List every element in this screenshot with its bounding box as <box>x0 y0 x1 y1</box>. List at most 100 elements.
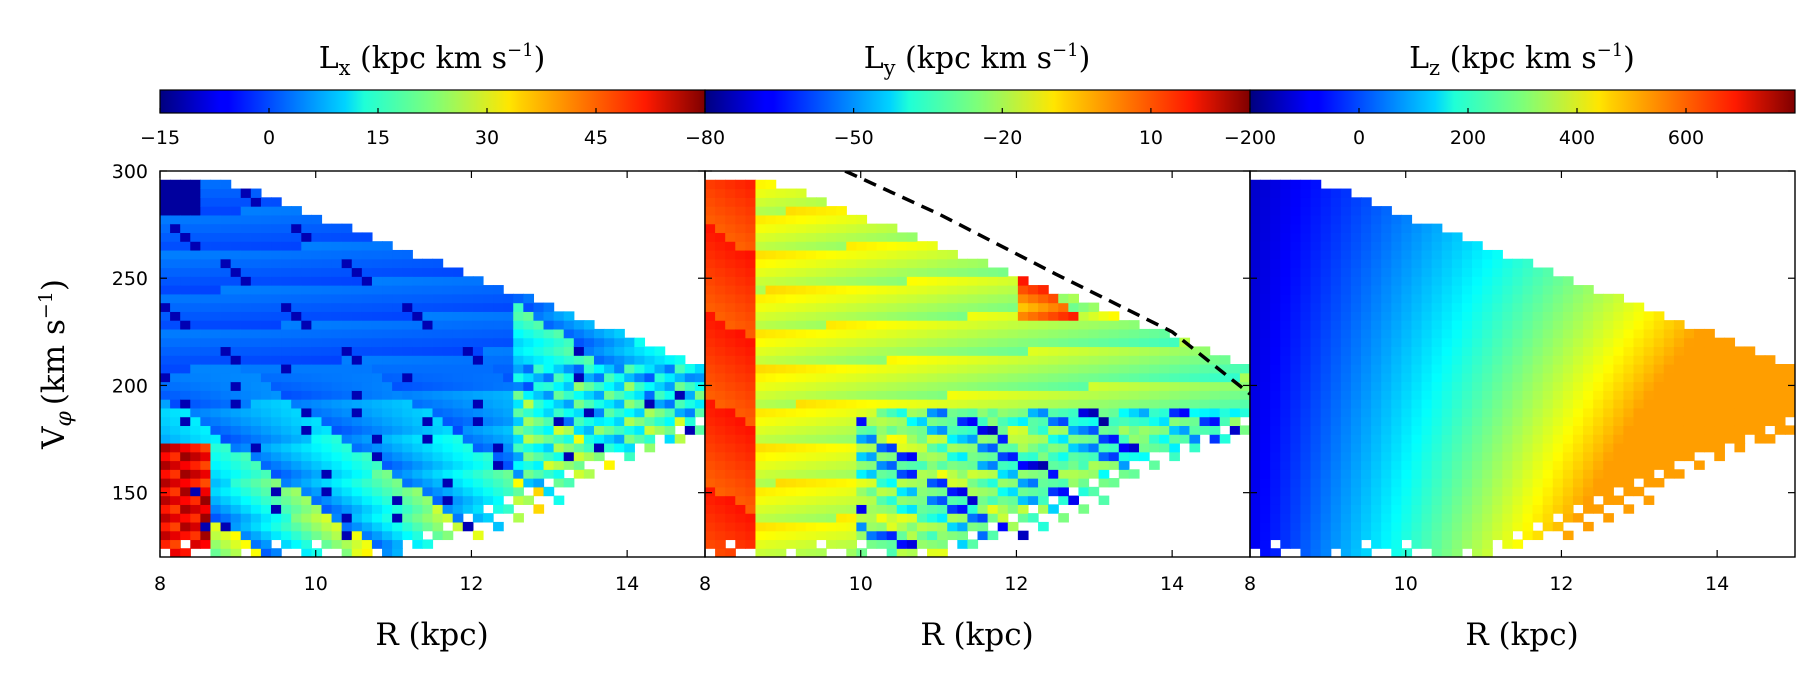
heatmap-cell <box>1027 381 1039 391</box>
heatmap-cell <box>987 399 999 409</box>
heatmap-cell <box>1603 425 1614 435</box>
heatmap-cell <box>230 267 242 277</box>
heatmap-cell <box>1350 530 1362 541</box>
heatmap-cell <box>563 320 575 330</box>
heatmap-cell <box>1542 460 1554 470</box>
heatmap-cell <box>331 364 343 374</box>
heatmap-cell <box>1007 372 1019 383</box>
heatmap-cell <box>1169 355 1180 365</box>
heatmap-cell <box>715 530 726 541</box>
heatmap-cell <box>583 399 595 409</box>
heatmap-cell <box>351 337 363 348</box>
heatmap-cell <box>442 425 454 435</box>
heatmap-cell <box>1583 293 1594 304</box>
x-tick-label: 10 <box>1394 573 1418 595</box>
heatmap-cell <box>1381 223 1392 234</box>
heatmap-cell <box>735 513 746 523</box>
heatmap-cell <box>1350 232 1362 242</box>
heatmap-cell <box>281 478 292 488</box>
heatmap-cell <box>533 364 545 374</box>
heatmap-cell <box>301 548 312 557</box>
heatmap-cell <box>271 495 282 505</box>
heatmap-cell <box>1613 416 1625 427</box>
heatmap-cell <box>190 311 201 321</box>
colorbar-tick-label: −50 <box>834 127 874 149</box>
heatmap-cell <box>573 460 585 470</box>
heatmap-cell <box>190 355 201 365</box>
heatmap-cell <box>604 399 615 409</box>
heatmap-cell <box>1048 293 1059 304</box>
heatmap-cell <box>957 364 968 374</box>
heatmap-cell <box>543 337 555 348</box>
heatmap-cell <box>1583 521 1594 532</box>
heatmap-cell <box>331 293 343 304</box>
heatmap-cell <box>462 320 474 330</box>
heatmap-cell <box>1320 425 1332 435</box>
heatmap-cell <box>402 504 413 514</box>
heatmap-cell <box>1340 311 1352 321</box>
heatmap-cell <box>1704 407 1715 418</box>
heatmap-cell <box>180 495 191 505</box>
heatmap-cell <box>170 302 181 312</box>
heatmap-cell <box>230 249 242 260</box>
heatmap-cell <box>886 504 898 514</box>
heatmap-cell <box>160 258 171 269</box>
heatmap-cell <box>1401 372 1413 383</box>
heatmap-cell <box>1542 390 1554 400</box>
heatmap-cell <box>1250 241 1261 251</box>
heatmap-cell <box>1593 399 1604 409</box>
colorbar-tick-label: 400 <box>1559 127 1595 149</box>
heatmap-cell <box>493 311 504 321</box>
heatmap-cell <box>1391 337 1402 348</box>
heatmap-cell <box>816 328 827 339</box>
heatmap-cell <box>523 416 535 427</box>
heatmap-cell <box>1451 249 1463 260</box>
heatmap-cell <box>816 451 827 462</box>
heatmap-cell <box>1048 302 1059 312</box>
heatmap-cell <box>240 355 252 365</box>
heatmap-cell <box>1653 425 1665 435</box>
heatmap-cell <box>1643 442 1655 453</box>
heatmap-cell <box>392 425 403 435</box>
heatmap-cell <box>1038 478 1049 488</box>
heatmap-cell <box>1461 530 1473 541</box>
heatmap-cell <box>725 258 736 269</box>
heatmap-cell <box>331 539 343 549</box>
heatmap-cell <box>1300 223 1312 234</box>
heatmap-cell <box>361 311 373 321</box>
heatmap-cell <box>1401 381 1413 391</box>
heatmap-cell <box>180 258 191 269</box>
heatmap-cell <box>1118 320 1130 330</box>
heatmap-cell <box>1310 311 1322 321</box>
heatmap-cell <box>493 469 504 479</box>
heatmap-cell <box>321 478 333 488</box>
heatmap-cell <box>583 442 595 453</box>
heatmap-cell <box>482 320 494 330</box>
heatmap-cell <box>1350 372 1362 383</box>
heatmap-cell <box>906 425 918 435</box>
heatmap-cell <box>1149 390 1160 400</box>
heatmap-cell <box>937 478 948 488</box>
heatmap-cell <box>1300 311 1312 321</box>
heatmap-cell <box>1027 390 1039 400</box>
heatmap-cell <box>210 425 222 435</box>
heatmap-cell <box>180 188 191 198</box>
heatmap-cell <box>1118 399 1130 409</box>
heatmap-cell <box>392 442 403 453</box>
heatmap-cell <box>755 179 767 190</box>
heatmap-cell <box>311 451 323 462</box>
heatmap-cell <box>210 320 222 330</box>
heatmap-cell <box>472 451 484 462</box>
heatmap-cell <box>1007 425 1019 435</box>
heatmap-cell <box>1017 530 1029 541</box>
heatmap-cell <box>977 442 989 453</box>
heatmap-cell <box>785 469 797 479</box>
heatmap-cell <box>1724 434 1736 444</box>
heatmap-cell <box>927 346 938 356</box>
heatmap-cell <box>160 346 171 356</box>
heatmap-cell <box>402 302 413 312</box>
heatmap-cell <box>1552 302 1564 312</box>
heatmap-cell <box>301 355 312 365</box>
heatmap-cell <box>1078 399 1090 409</box>
heatmap-cell <box>836 320 847 330</box>
